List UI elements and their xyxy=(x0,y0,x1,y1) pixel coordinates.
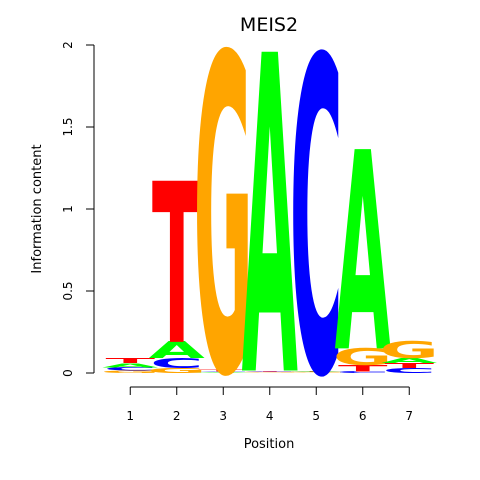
x-tick-label: 3 xyxy=(219,409,227,423)
x-tick-label: 6 xyxy=(359,409,367,423)
x-tick-label: 5 xyxy=(312,409,320,423)
logo-letter-a: A xyxy=(102,362,158,369)
logo-letter-t: T xyxy=(291,370,341,371)
y-axis-label: Information content xyxy=(30,144,45,273)
logo-letter-t: T xyxy=(105,357,155,365)
logo-letter-g: G xyxy=(379,337,439,364)
logo-letter-a: A xyxy=(288,371,345,372)
x-tick-label: 2 xyxy=(173,409,181,423)
logo-letter-g: G xyxy=(333,344,393,371)
logo-letter-c: C xyxy=(383,367,436,375)
chart-title: MEIS2 xyxy=(240,14,298,36)
logo-letter-a: A xyxy=(335,96,391,414)
y-axis: 0 0.5 1 1.5 2 xyxy=(61,41,95,377)
logo-letter-t: T xyxy=(245,370,295,371)
x-tick-label: 7 xyxy=(405,409,413,423)
x-axis: 1 2 3 4 5 6 7 xyxy=(126,386,413,423)
logo-letter-c: C xyxy=(150,356,203,372)
logo-letter-g: G xyxy=(286,372,346,373)
logo-letter-a: A xyxy=(381,357,437,365)
logo-letter-t: T xyxy=(152,136,202,394)
logo-letter-c: C xyxy=(243,371,296,372)
y-tick-label: 1 xyxy=(61,205,75,213)
x-tick-label: 1 xyxy=(126,409,134,423)
logo-letter-t: T xyxy=(198,369,248,372)
y-tick-label: 1.5 xyxy=(61,117,75,136)
y-tick-label: 2 xyxy=(61,41,75,49)
logo-letter-a: A xyxy=(195,372,252,373)
logo-letter-t: T xyxy=(338,363,389,374)
logo-letter-c: C xyxy=(336,371,389,374)
logo-letter-t: T xyxy=(384,362,434,370)
y-tick-label: 0.5 xyxy=(61,281,75,300)
y-tick-label: 0 xyxy=(61,369,75,377)
logo-letter-a: A xyxy=(149,337,206,364)
x-tick-label: 4 xyxy=(266,409,274,423)
logo-letter-g: G xyxy=(147,367,207,375)
logo-letter-c: C xyxy=(104,366,157,371)
logo-letter-g: G xyxy=(240,372,300,373)
logo-letter-g: G xyxy=(100,370,160,374)
x-axis-label: Position xyxy=(244,437,295,452)
logo-letter-c: C xyxy=(197,371,250,372)
